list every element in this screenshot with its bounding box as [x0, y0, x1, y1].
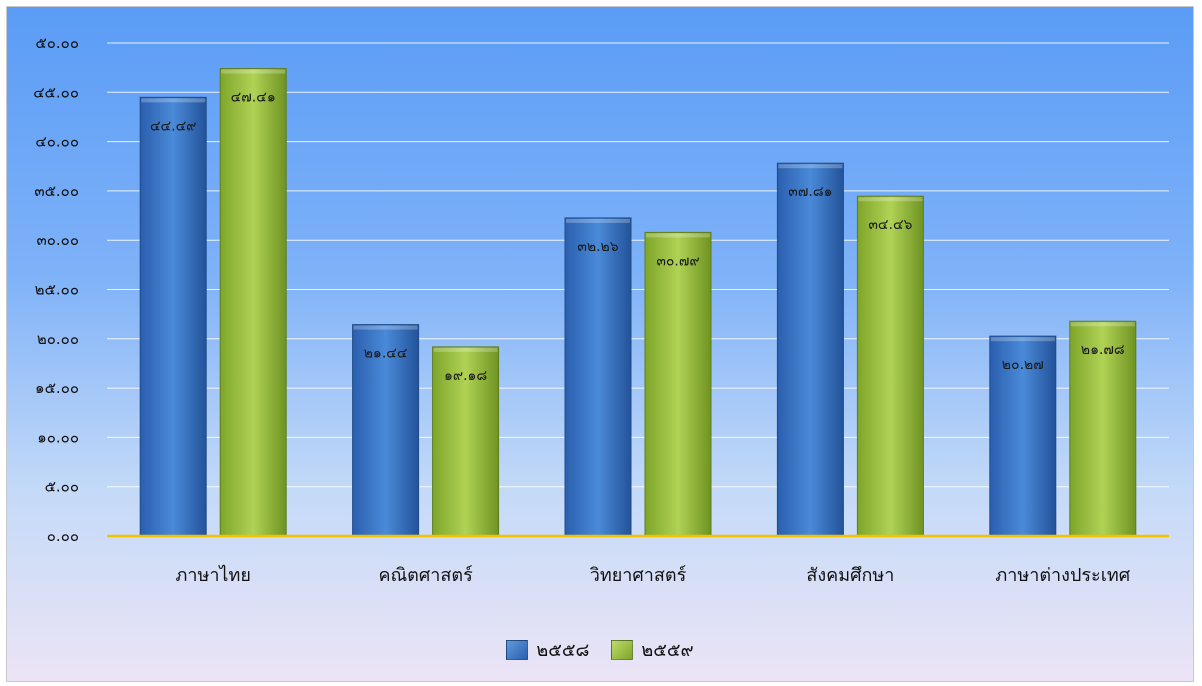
legend-entry-series-2: ๒๕๕๙	[611, 635, 694, 664]
data-label: ๑๙.๑๘	[444, 368, 487, 384]
bar-highlight	[858, 197, 923, 202]
x-category-label: วิทยาศาสตร์	[590, 565, 687, 586]
y-tick-label: ๒๕.๐๐	[35, 281, 79, 299]
x-category-label: ภาษาต่างประเทศ	[995, 565, 1130, 586]
data-label: ๔๗.๔๑	[231, 90, 276, 106]
y-tick-label: ๔๐.๐๐	[35, 133, 79, 151]
data-label: ๓๒.๒๖	[577, 239, 618, 255]
bar-series-1	[139, 96, 207, 537]
bar-series-2	[856, 195, 924, 537]
y-tick-label: ๐.๐๐	[47, 527, 79, 545]
bar-highlight	[353, 325, 418, 330]
data-label: ๓๗.๘๑	[788, 184, 832, 200]
data-label: ๒๑.๗๘	[1081, 342, 1125, 358]
y-tick-label: ๒๐.๐๐	[37, 330, 79, 348]
data-label: ๓๔.๔๖	[868, 217, 912, 233]
data-label: ๓๐.๗๙	[656, 253, 699, 269]
legend-entry-series-1: ๒๕๕๘	[506, 635, 589, 664]
y-tick-label: ๓๕.๐๐	[34, 182, 79, 200]
bar-highlight	[566, 218, 630, 223]
bar-series-1	[776, 162, 844, 537]
y-axis-tick-labels: ๐.๐๐ ๕.๐๐ ๑๐.๐๐ ๑๕.๐๐ ๒๐.๐๐ ๒๕.๐๐ ๓๐.๐๐ ๓๕.๐๐ ๔๐…	[33, 34, 79, 545]
bar-series-2	[1069, 320, 1137, 537]
x-category-label: คณิตศาสตร์	[378, 565, 473, 586]
data-label: ๒๑.๔๔	[364, 346, 408, 362]
bar-highlight	[1070, 322, 1135, 327]
chart-frame: ๐.๐๐ ๕.๐๐ ๑๐.๐๐ ๑๕.๐๐ ๒๐.๐๐ ๒๕.๐๐ ๓๐.๐๐ ๓๕.๐๐ ๔๐…	[6, 6, 1194, 682]
y-tick-label: ๑๐.๐๐	[37, 428, 79, 446]
bar-highlight	[141, 98, 206, 103]
x-category-label: ภาษาไทย	[175, 564, 250, 586]
bar-series-1	[352, 324, 420, 537]
y-tick-label: ๕.๐๐	[45, 478, 79, 496]
y-tick-label: ๑๕.๐๐	[35, 379, 79, 397]
legend: ๒๕๕๘ ๒๕๕๙	[7, 635, 1193, 664]
y-tick-label: ๕๐.๐๐	[35, 34, 79, 52]
legend-label-series-2: ๒๕๕๙	[641, 640, 694, 661]
legend-swatch-series-2	[611, 639, 634, 660]
bar-series-2	[644, 231, 712, 537]
bar-highlight	[433, 347, 498, 352]
bar-highlight	[990, 337, 1055, 342]
x-category-label: สังคมศึกษา	[806, 565, 894, 586]
data-label: ๒๐.๒๗	[1002, 357, 1044, 373]
bar-highlight	[646, 233, 710, 238]
bar-series-2	[432, 346, 500, 537]
data-label: ๔๔.๔๙	[150, 118, 197, 134]
legend-swatch-series-1	[506, 639, 529, 660]
bar-series-1	[564, 217, 632, 537]
y-tick-label: ๓๐.๐๐	[37, 231, 80, 249]
legend-label-series-1: ๒๕๕๘	[536, 640, 590, 661]
x-axis-category-labels: ภาษาไทย คณิตศาสตร์ วิทยาศาสตร์ สังคมศึกษา ภา…	[175, 564, 1130, 586]
bar-highlight	[221, 69, 286, 74]
bar-highlight	[778, 164, 843, 169]
y-tick-label: ๔๕.๐๐	[33, 83, 79, 101]
bar-series-2	[219, 68, 287, 537]
bar-chart: ๐.๐๐ ๕.๐๐ ๑๐.๐๐ ๑๕.๐๐ ๒๐.๐๐ ๒๕.๐๐ ๓๐.๐๐ ๓๕.๐๐ ๔๐…	[33, 34, 1169, 586]
